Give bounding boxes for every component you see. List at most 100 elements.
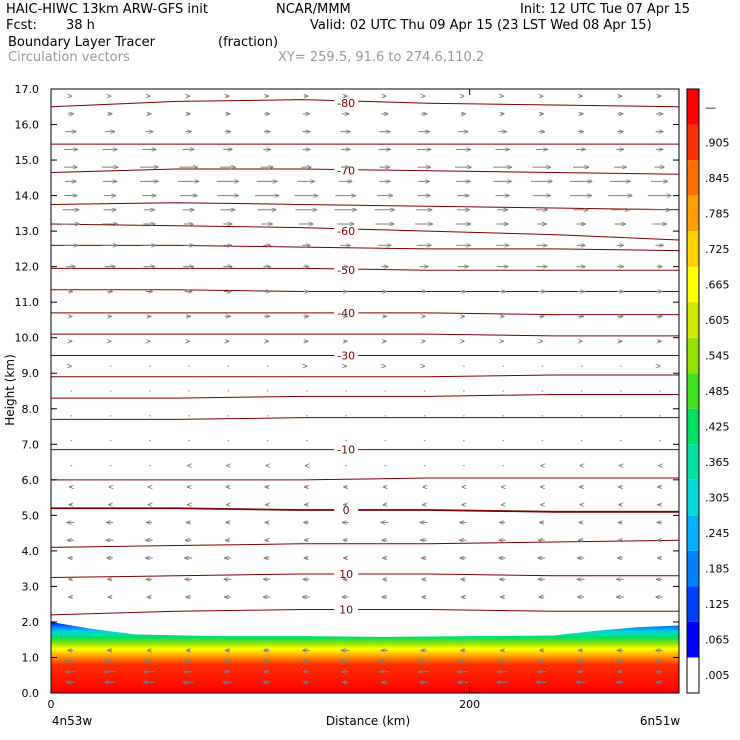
y-tick-label: 8.0 bbox=[22, 403, 40, 416]
field-units: (fraction) bbox=[218, 35, 279, 50]
y-tick-label: 1.0 bbox=[22, 651, 40, 664]
colorbar-label: .305 bbox=[705, 492, 730, 505]
isotherm-line bbox=[51, 333, 679, 337]
colorbar-cell bbox=[687, 550, 699, 587]
y-tick-label: 9.0 bbox=[22, 367, 40, 380]
colorbar-cell bbox=[687, 586, 699, 622]
fcst-label: Fcst: bbox=[6, 18, 37, 33]
colorbar-label: .185 bbox=[705, 563, 730, 576]
colorbar-label: .725 bbox=[705, 243, 730, 256]
isotherm-line bbox=[51, 477, 679, 481]
y-tick-label: 5.0 bbox=[22, 509, 40, 522]
isotherm-label-bg bbox=[334, 567, 359, 580]
colorbar-cell bbox=[687, 444, 699, 480]
colorbar-cell bbox=[687, 89, 699, 125]
y-tick-label: 16.0 bbox=[15, 119, 40, 132]
title-left: HAIC-HIWC 13km ARW-GFS init bbox=[6, 2, 208, 17]
x-end-label-left: 4n53w bbox=[52, 714, 93, 728]
y-tick-label: 13.0 bbox=[15, 225, 40, 238]
y-tick-label: 12.0 bbox=[15, 261, 40, 274]
y-axis-label: Height (km) bbox=[3, 354, 17, 425]
colorbar-cell bbox=[687, 621, 699, 658]
isotherm-label: -40 bbox=[337, 307, 355, 320]
isotherm-label: 10 bbox=[339, 604, 353, 617]
isotherm-line bbox=[51, 267, 679, 271]
colorbar-label: .545 bbox=[705, 349, 730, 362]
colorbar-cell bbox=[687, 266, 699, 303]
isotherm-line bbox=[50, 168, 680, 175]
colorbar-label: .845 bbox=[705, 172, 730, 185]
colorbar-frame bbox=[686, 88, 700, 694]
isotherm-label-bg bbox=[334, 264, 359, 277]
y-tick-label: 4.0 bbox=[22, 545, 40, 558]
x-tick-label: 0 bbox=[48, 698, 55, 711]
valid-time: Valid: 02 UTC Thu 09 Apr 15 (23 LST Wed … bbox=[310, 18, 652, 33]
tracer-surface-layer bbox=[51, 687, 679, 693]
colorbar-label: .605 bbox=[705, 314, 730, 327]
colorbar-cell bbox=[687, 479, 699, 516]
colorbar-cell bbox=[687, 160, 699, 196]
isotherm-label: -30 bbox=[337, 349, 355, 362]
isotherm-label: 0 bbox=[343, 504, 350, 517]
colorbar-label: .245 bbox=[705, 527, 730, 540]
colorbar-cell bbox=[687, 231, 699, 267]
isotherm-label-bg bbox=[334, 164, 359, 177]
y-tick-label: 10.0 bbox=[15, 332, 40, 345]
isotherm-line bbox=[51, 289, 679, 293]
x-tick-label: 200 bbox=[459, 698, 480, 711]
isotherm-label-bg bbox=[334, 349, 359, 362]
y-tick-label: 3.0 bbox=[22, 580, 40, 593]
isotherm-label: -70 bbox=[337, 165, 355, 178]
isotherm-label: -80 bbox=[337, 97, 355, 110]
isotherm-line bbox=[51, 374, 679, 378]
isotherm-label: -60 bbox=[337, 225, 355, 238]
isotherm-line bbox=[51, 244, 680, 252]
colorbar-cell bbox=[687, 515, 699, 551]
colorbar-cell bbox=[687, 195, 699, 232]
colorbar-cell bbox=[687, 124, 699, 161]
y-tick-label: 0.0 bbox=[22, 687, 40, 700]
isotherm-line bbox=[51, 394, 679, 399]
y-tick-label: 7.0 bbox=[22, 438, 40, 451]
colorbar-cell bbox=[687, 373, 699, 409]
y-tick-label: 15.0 bbox=[15, 154, 40, 167]
colorbar-cell bbox=[687, 337, 699, 374]
title-center: NCAR/MMM bbox=[276, 2, 351, 17]
colorbar-label: .425 bbox=[705, 421, 730, 434]
isotherm-label-bg bbox=[334, 306, 359, 319]
isotherm-line bbox=[50, 573, 679, 579]
isotherm-line bbox=[50, 99, 680, 108]
isotherm-label-bg bbox=[334, 504, 359, 517]
init-time: Init: 12 UTC Tue 07 Apr 15 bbox=[520, 2, 691, 17]
isotherm-line bbox=[50, 202, 680, 211]
isotherm-line bbox=[51, 312, 679, 316]
colorbar-label: .665 bbox=[705, 278, 730, 291]
isotherm-line bbox=[50, 539, 680, 548]
colorbar-label: .485 bbox=[705, 385, 730, 398]
colorbar-label: .065 bbox=[705, 634, 730, 647]
colorbar-cell bbox=[687, 302, 699, 338]
isotherm-line bbox=[50, 609, 679, 616]
isotherm-label-bg bbox=[334, 225, 359, 238]
isotherm-label-bg bbox=[334, 603, 359, 616]
colorbar-label: .005 bbox=[705, 669, 730, 682]
y-tick-label: 14.0 bbox=[15, 190, 40, 203]
y-tick-label: 17.0 bbox=[15, 83, 40, 96]
isotherm-label-bg bbox=[334, 443, 359, 456]
isotherm-line bbox=[51, 507, 679, 513]
colorbar-label: .905 bbox=[705, 136, 730, 149]
colorbar-label: .785 bbox=[705, 207, 730, 220]
y-tick-label: 2.0 bbox=[22, 616, 40, 629]
plot-frame bbox=[50, 88, 680, 694]
y-tick-label: 11.0 bbox=[15, 296, 40, 309]
isotherm-line bbox=[51, 417, 679, 420]
colorbar-cell bbox=[687, 657, 699, 693]
colorbar-label: .365 bbox=[705, 456, 730, 469]
isotherm-label-bg bbox=[334, 97, 359, 110]
x-end-label-right: 6n51w bbox=[640, 714, 681, 728]
colorbar-cell bbox=[687, 408, 699, 445]
fcst-value: 38 h bbox=[66, 18, 95, 33]
vector-name: Circulation vectors bbox=[8, 50, 130, 65]
colorbar-label: — bbox=[705, 101, 716, 114]
